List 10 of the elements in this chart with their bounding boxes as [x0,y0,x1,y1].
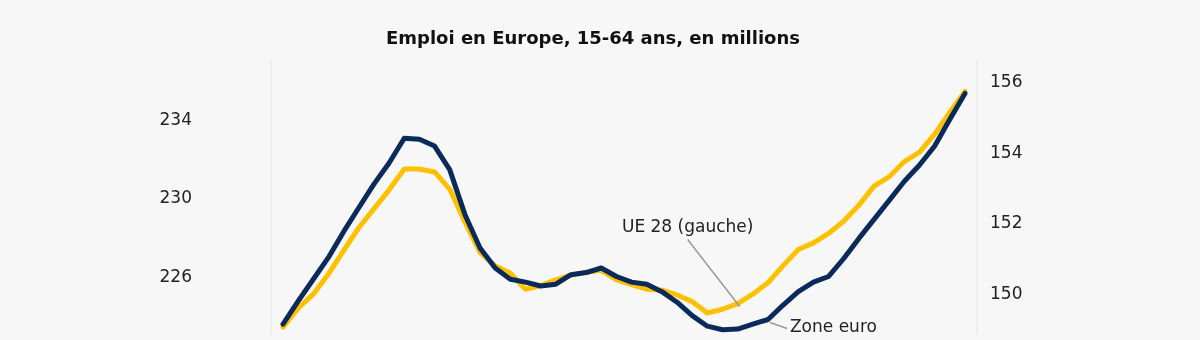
y-tick-label: 226 [159,266,192,287]
y2-tick-label: 154 [990,141,1023,162]
chart-title: Emploi en Europe, 15-64 ans, en millions [386,27,800,48]
series-label: Zone euro [789,316,877,337]
y-tick-label: 230 [159,187,192,208]
y2-tick-label: 152 [990,212,1023,233]
y2-tick-label: 150 [990,282,1023,303]
y2-tick-label: 156 [990,71,1023,92]
text: UE 28 (gauche) [621,215,754,236]
y-tick-label: 234 [159,108,192,129]
